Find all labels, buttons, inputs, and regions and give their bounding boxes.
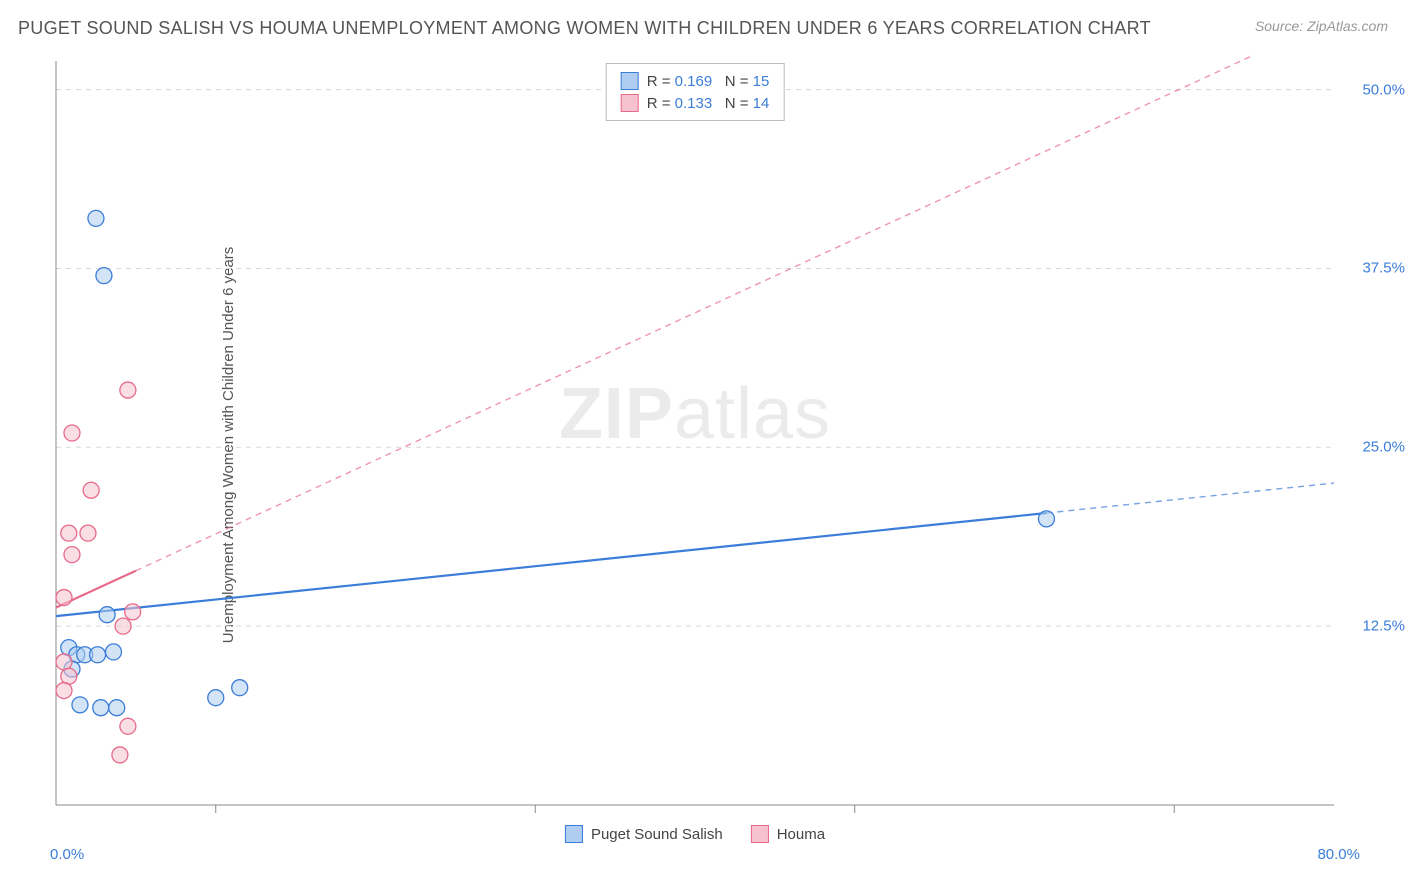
legend-row: R = 0.133 N = 14	[621, 92, 770, 114]
legend-row: R = 0.169 N = 15	[621, 70, 770, 92]
legend-item: Houma	[751, 825, 825, 843]
chart-title: PUGET SOUND SALISH VS HOUMA UNEMPLOYMENT…	[18, 18, 1151, 39]
legend-swatch	[621, 72, 639, 90]
legend-label: Houma	[777, 826, 825, 843]
x-axis-max: 80.0%	[1317, 846, 1360, 863]
chart-area: Unemployment Among Women with Children U…	[50, 55, 1340, 835]
legend-label: Puget Sound Salish	[591, 826, 723, 843]
legend-swatch	[621, 94, 639, 112]
scatter-plot	[50, 55, 1340, 835]
y-tick-label: 50.0%	[1362, 81, 1405, 98]
series-legend: Puget Sound Salish Houma	[565, 825, 825, 843]
y-tick-label: 25.0%	[1362, 439, 1405, 456]
y-tick-label: 12.5%	[1362, 618, 1405, 635]
legend-swatch	[751, 825, 769, 843]
correlation-legend: R = 0.169 N = 15R = 0.133 N = 14	[606, 63, 785, 121]
y-tick-label: 37.5%	[1362, 260, 1405, 277]
source-label: Source: ZipAtlas.com	[1255, 18, 1388, 34]
legend-swatch	[565, 825, 583, 843]
x-axis-min: 0.0%	[50, 846, 84, 863]
legend-item: Puget Sound Salish	[565, 825, 723, 843]
